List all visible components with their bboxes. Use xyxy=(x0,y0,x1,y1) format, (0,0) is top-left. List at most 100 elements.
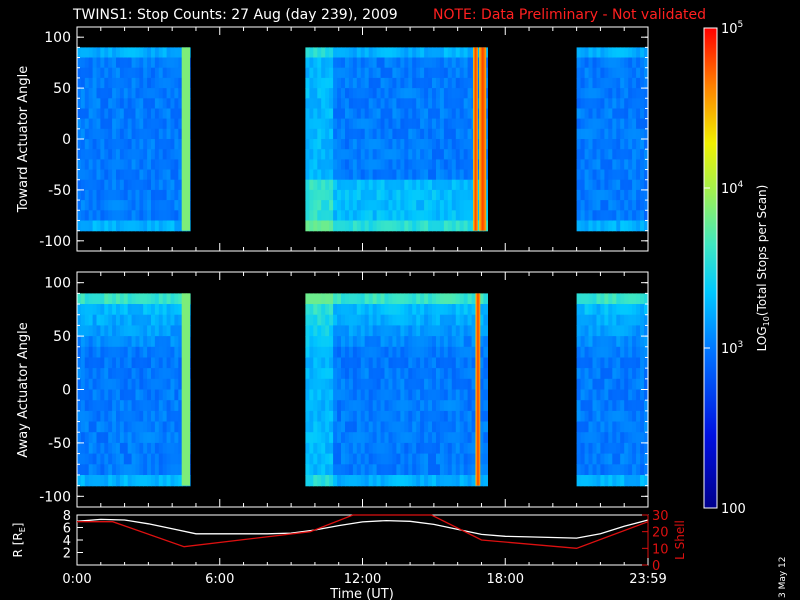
heat-cell xyxy=(305,314,310,326)
heat-cell xyxy=(420,200,425,211)
heat-cell xyxy=(127,432,133,444)
heat-cell xyxy=(92,442,98,455)
heat-cell xyxy=(337,378,342,391)
heat-cell xyxy=(451,464,457,476)
heat-cell xyxy=(628,77,633,89)
heat-cell xyxy=(100,179,105,191)
heat-cell xyxy=(174,159,179,171)
heat-cell xyxy=(467,220,473,232)
heat-cell xyxy=(368,220,374,232)
heat-cell xyxy=(77,357,82,369)
heat-cell xyxy=(329,98,334,110)
heat-cell xyxy=(636,159,641,171)
heat-cell xyxy=(388,314,394,326)
heat-cell xyxy=(158,98,164,110)
heat-cell xyxy=(412,179,417,191)
heat-cell xyxy=(131,293,137,305)
heat-cell xyxy=(616,77,621,89)
heat-cell xyxy=(313,77,318,89)
heat-cell xyxy=(432,149,437,160)
heat-cell xyxy=(580,442,586,455)
heat-cell xyxy=(388,357,394,369)
heat-cell xyxy=(112,314,117,326)
heat-cell xyxy=(380,77,386,89)
heat-cell xyxy=(123,98,129,110)
colorbar-gradient xyxy=(704,28,717,508)
heat-cell xyxy=(178,128,183,140)
heat-cell xyxy=(112,442,117,455)
heat-cell xyxy=(467,57,473,69)
heat-cell xyxy=(420,464,425,476)
heat-cell xyxy=(372,314,378,326)
heat-cell xyxy=(364,179,370,191)
heat-cell xyxy=(329,159,334,171)
heat-cell xyxy=(588,108,594,120)
heat-cell xyxy=(447,88,453,99)
heat-cell xyxy=(592,200,598,211)
heat-cell xyxy=(317,378,322,391)
heat-cell xyxy=(174,108,179,120)
heat-cell xyxy=(80,57,86,69)
heat-cell xyxy=(580,67,586,79)
heat-cell xyxy=(348,67,354,79)
heat-cell xyxy=(352,336,358,348)
heat-cell xyxy=(313,304,318,316)
heat-cell xyxy=(88,336,94,348)
heat-cell xyxy=(345,336,350,348)
heat-cell xyxy=(162,179,168,191)
heat-cell xyxy=(632,108,637,120)
heat-cell xyxy=(356,220,362,232)
heat-cell xyxy=(412,77,417,89)
heat-cell xyxy=(428,336,433,348)
heat-cell xyxy=(628,200,633,211)
heat-cell xyxy=(408,336,413,348)
heat-cell xyxy=(348,128,354,140)
heat-cell xyxy=(580,314,586,326)
heat-cell xyxy=(436,200,441,211)
heat-cell xyxy=(600,159,605,171)
heat-cell xyxy=(596,325,602,337)
heat-cell xyxy=(451,77,457,89)
heat-cell xyxy=(463,314,469,326)
heat-cell xyxy=(636,88,641,99)
heat-cell xyxy=(88,421,94,433)
heat-cell xyxy=(154,189,160,201)
heat-cell xyxy=(104,220,109,232)
heat-cell xyxy=(584,336,590,348)
heat-cell xyxy=(178,57,183,69)
heat-cell xyxy=(143,118,148,130)
heat-cell xyxy=(640,159,645,171)
heat-cell xyxy=(345,304,350,316)
heat-cell xyxy=(428,210,433,222)
heat-cell xyxy=(588,336,594,348)
heat-cell xyxy=(123,389,129,401)
heat-cell xyxy=(162,421,168,433)
heat-cell xyxy=(131,108,137,120)
heat-cell xyxy=(372,336,378,348)
heat-cell xyxy=(596,410,602,423)
heat-cell xyxy=(80,67,86,79)
heat-cell xyxy=(325,464,330,476)
heat-cell xyxy=(348,179,354,191)
heat-cell xyxy=(162,159,168,171)
heat-cell xyxy=(135,432,140,444)
heat-cell xyxy=(143,139,148,150)
heat-cell xyxy=(451,200,457,211)
heat-cell xyxy=(151,57,156,69)
heat-cell xyxy=(100,293,105,305)
heat-cell xyxy=(96,304,101,316)
heat-cell xyxy=(439,189,445,201)
heat-cell xyxy=(420,189,425,201)
heat-cell xyxy=(412,400,417,412)
heat-cell xyxy=(360,220,366,232)
heat-cell xyxy=(608,314,613,326)
heat-cell xyxy=(459,368,465,380)
heat-cell xyxy=(84,88,90,99)
heat-cell xyxy=(77,453,82,465)
heat-cell xyxy=(580,179,586,191)
heat-cell xyxy=(628,400,633,412)
heat-cell xyxy=(392,453,397,465)
heat-cell xyxy=(337,159,342,171)
heat-cell xyxy=(162,139,168,150)
